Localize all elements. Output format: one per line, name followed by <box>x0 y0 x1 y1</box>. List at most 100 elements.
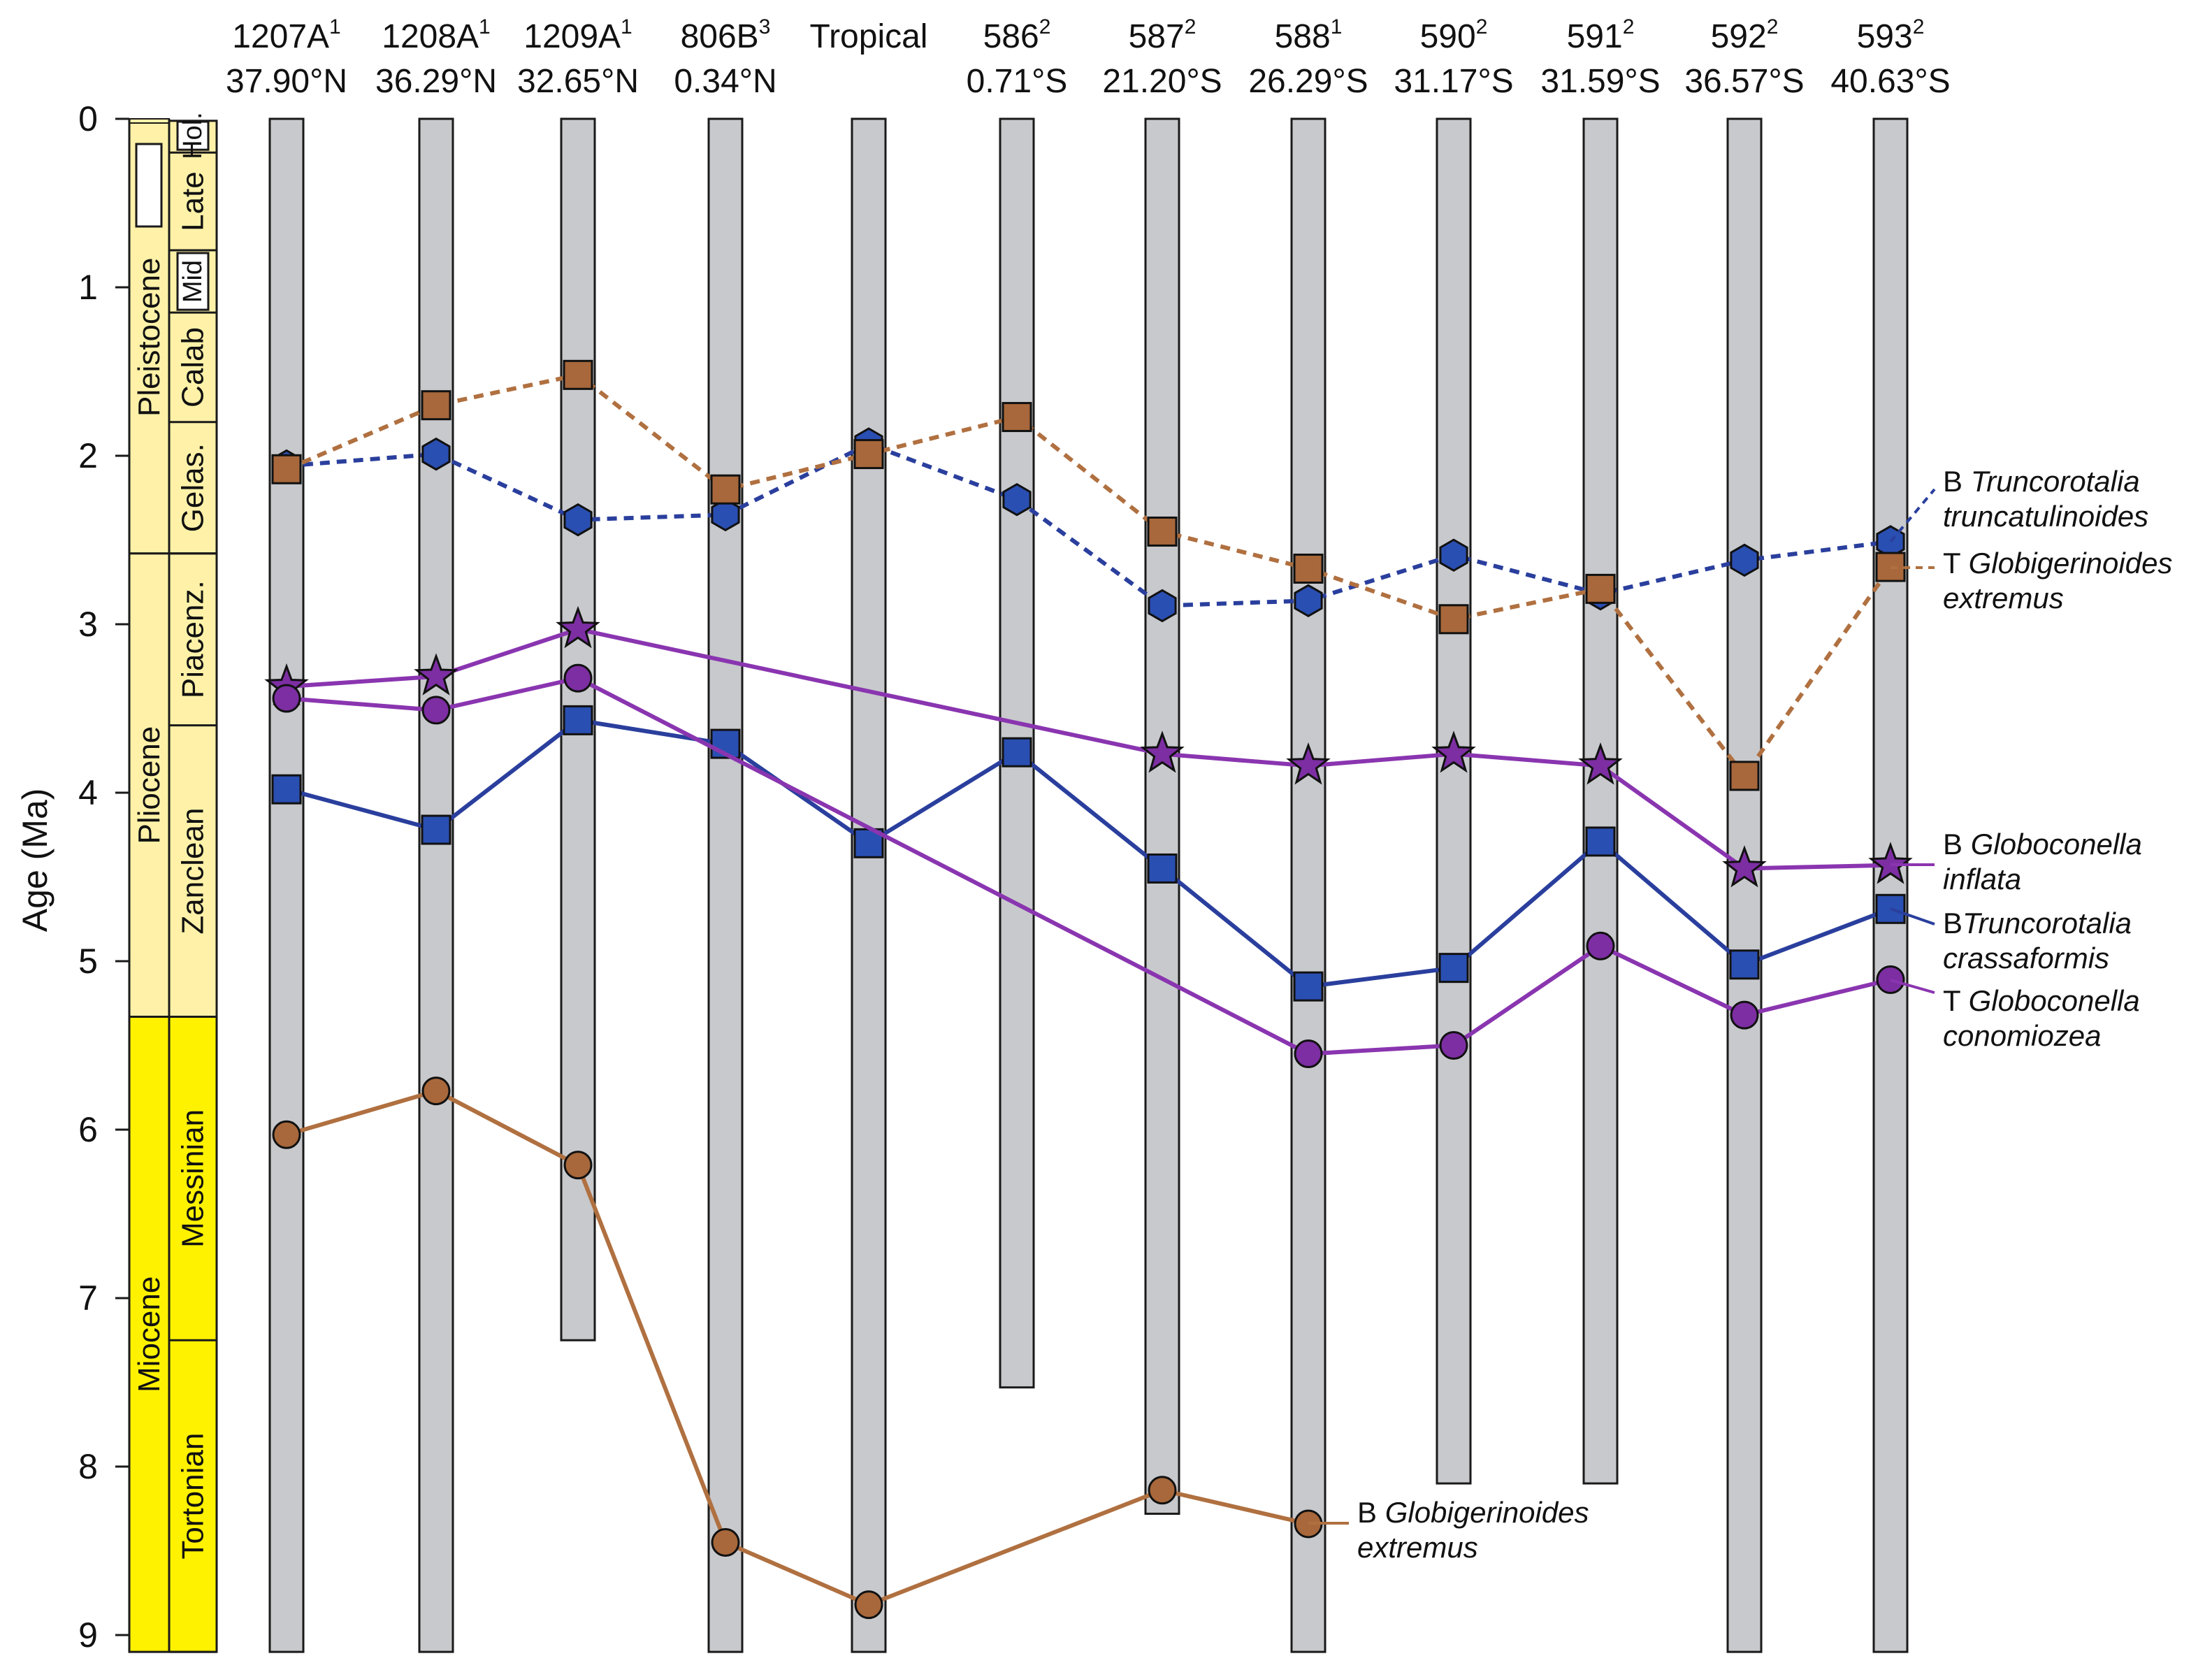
holocene-box <box>135 143 163 228</box>
chronostratigraphy-column: Pleistocene Pliocene Miocene Hol. Late Mid Cal… <box>128 112 218 1653</box>
marker-circle <box>1294 1039 1323 1069</box>
site-column-s593 <box>1872 117 1909 1653</box>
stage-label: Gelas. <box>176 443 210 532</box>
site-columns <box>268 117 1909 1653</box>
marker-square <box>271 454 302 484</box>
site-name-s586: 5862 <box>983 15 1051 55</box>
site-column-s1207 <box>268 117 305 1653</box>
epoch-label: Pliocene <box>132 726 166 844</box>
series-line <box>286 718 1892 989</box>
datum-label-line2: extremus <box>1943 582 2064 614</box>
series-line <box>286 676 1891 1056</box>
marker-circle <box>1876 965 1905 995</box>
marker-hexagon <box>1148 589 1177 623</box>
series-3 <box>271 705 1906 1002</box>
marker-star <box>1722 845 1767 888</box>
marker-hexagon <box>711 498 740 532</box>
marker-square <box>1585 573 1616 604</box>
site-name-s1208: 1208A1 <box>382 15 490 55</box>
site-latitude-s586: 0.71°S <box>967 63 1068 100</box>
marker-circle <box>272 1120 301 1149</box>
site-latitude-s1209: 32.65°N <box>517 63 639 100</box>
marker-hexagon <box>1294 584 1323 618</box>
marker-square <box>853 439 884 470</box>
marker-square <box>710 474 741 505</box>
datum-label-line1: B Truncorotalia <box>1943 465 2140 498</box>
marker-square <box>1729 949 1760 980</box>
marker-square <box>271 774 302 805</box>
site-name-s587: 5872 <box>1129 15 1197 55</box>
marker-square <box>1002 402 1032 433</box>
datum-label-line1: B Globigerinoides <box>1357 1496 1589 1529</box>
holocene-sliver <box>129 118 170 124</box>
marker-square <box>563 705 593 735</box>
marker-star <box>556 605 600 649</box>
y-tick-label: 1 <box>78 268 98 307</box>
marker-star <box>1286 742 1331 785</box>
stage-label: Mid <box>178 260 208 303</box>
site-name-s806: 806B3 <box>681 15 771 55</box>
series-1 <box>271 359 1906 791</box>
site-latitude-s588: 26.29°S <box>1248 63 1368 100</box>
site-name-s1209: 1209A1 <box>523 15 632 55</box>
series-line <box>286 627 1891 871</box>
y-tick-label: 5 <box>78 942 98 981</box>
marker-square <box>1293 971 1324 1002</box>
marker-square <box>1585 826 1616 857</box>
series-4 <box>272 663 1905 1069</box>
marker-square <box>1438 604 1469 635</box>
marker-square <box>1002 737 1032 768</box>
marker-hexagon <box>563 503 593 537</box>
marker-square <box>1293 553 1324 584</box>
marker-star <box>1431 730 1476 773</box>
series-0 <box>272 427 1905 623</box>
stage-label: Late <box>176 171 210 231</box>
marker-star <box>1140 730 1185 773</box>
label-leader <box>1890 979 1935 994</box>
marker-square <box>421 814 451 845</box>
y-tick-label: 3 <box>78 605 98 644</box>
y-axis: 0 1 2 3 4 5 6 7 8 9 Age (Ma) <box>15 99 131 1655</box>
site-column-s1208 <box>418 117 454 1653</box>
y-tick-label: 7 <box>78 1279 98 1318</box>
marker-circle <box>272 684 301 713</box>
marker-circle <box>1148 1476 1177 1505</box>
datum-label-line1: BTruncorotalia <box>1943 907 2132 940</box>
site-name-s591: 5912 <box>1567 15 1635 55</box>
stage-label: Zanclean <box>176 808 210 935</box>
site-latitude-s591: 31.59°S <box>1540 63 1660 100</box>
marker-star <box>1868 842 1913 884</box>
y-tick-label: 4 <box>78 773 98 812</box>
epoch-band <box>128 552 218 1018</box>
y-tick-label: 2 <box>78 436 98 475</box>
marker-square <box>421 390 451 421</box>
y-axis-title: Age (Ma) <box>15 789 55 933</box>
datum-label-line1: T Globigerinoides <box>1943 547 2172 580</box>
marker-star <box>1578 742 1623 785</box>
label-leader <box>1889 488 1936 543</box>
marker-hexagon <box>1002 482 1032 517</box>
site-latitude-s806: 0.34°N <box>674 63 776 100</box>
y-tick-label: 0 <box>78 99 98 138</box>
site-column-s591 <box>1582 117 1619 1485</box>
site-column-s588 <box>1290 117 1327 1653</box>
y-tick-label: 8 <box>78 1447 98 1486</box>
datum-label-line2: crassaformis <box>1943 942 2109 974</box>
site-name-s592: 5922 <box>1711 15 1779 55</box>
datum-label-line1: B Globoconella <box>1943 828 2142 861</box>
site-latitude-s1208: 36.29°N <box>375 63 497 100</box>
marker-hexagon <box>1439 538 1468 572</box>
marker-square <box>1147 516 1178 547</box>
datum-label-line2: truncatulinoides <box>1943 500 2148 533</box>
epoch-label: Pleistocene <box>132 258 166 417</box>
label-leader <box>1890 907 1935 926</box>
marker-hexagon <box>421 437 451 471</box>
site-latitude-s1207: 37.90°N <box>226 63 347 100</box>
stage-label: Calab <box>176 327 210 408</box>
marker-square <box>563 359 593 390</box>
stage-label: Messinian <box>176 1109 210 1248</box>
stage-box <box>176 252 210 311</box>
stage-label: Hol. <box>178 112 208 159</box>
